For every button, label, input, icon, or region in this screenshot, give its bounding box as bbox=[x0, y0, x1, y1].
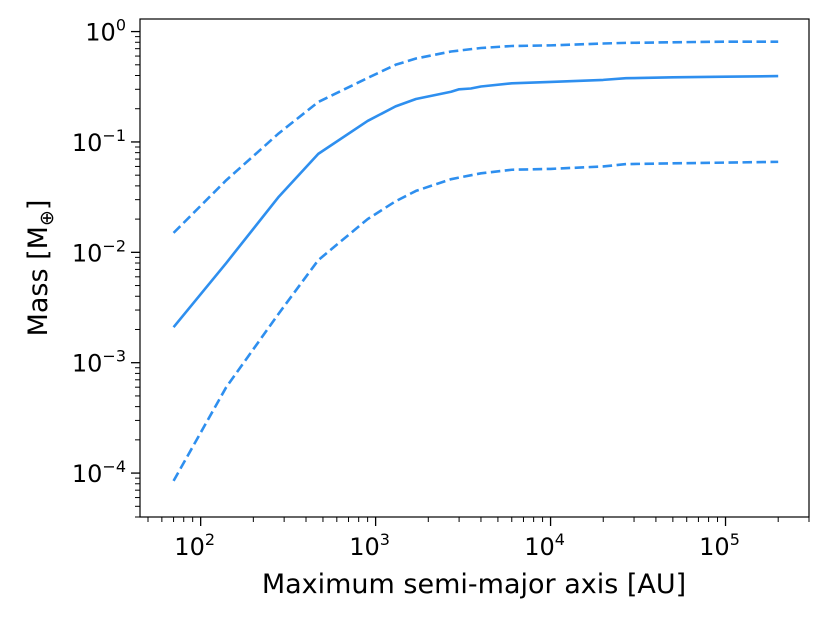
y-tick-label: 10−1 bbox=[72, 126, 126, 157]
series-line-3 bbox=[172, 160, 779, 482]
y-axis-label-sub: ⊕ bbox=[36, 210, 58, 226]
x-tick-label: 104 bbox=[524, 530, 565, 561]
x-tick-label: 102 bbox=[174, 530, 215, 561]
series-layer bbox=[172, 40, 779, 482]
y-axis-label-end: ] bbox=[23, 200, 54, 211]
x-tick-label: 105 bbox=[699, 530, 740, 561]
y-tick-label: 100 bbox=[85, 16, 126, 47]
x-tick-label: 103 bbox=[349, 530, 390, 561]
ticks-layer: 102 103 104 105 10−4 10−3 10−2 10−1 100 bbox=[72, 16, 810, 561]
y-tick-label: 10−4 bbox=[72, 457, 126, 488]
series-line-2 bbox=[172, 74, 779, 328]
plot-frame bbox=[139, 18, 810, 518]
y-tick-label: 10−3 bbox=[72, 347, 126, 378]
y-tick-label: 10−2 bbox=[72, 236, 126, 267]
y-axis-label-main: Mass [M bbox=[23, 226, 54, 336]
x-axis-label: Maximum semi-major axis [AU] bbox=[262, 569, 686, 600]
y-axis-label: Mass [M⊕] bbox=[23, 200, 58, 337]
series-line-1 bbox=[172, 40, 779, 234]
